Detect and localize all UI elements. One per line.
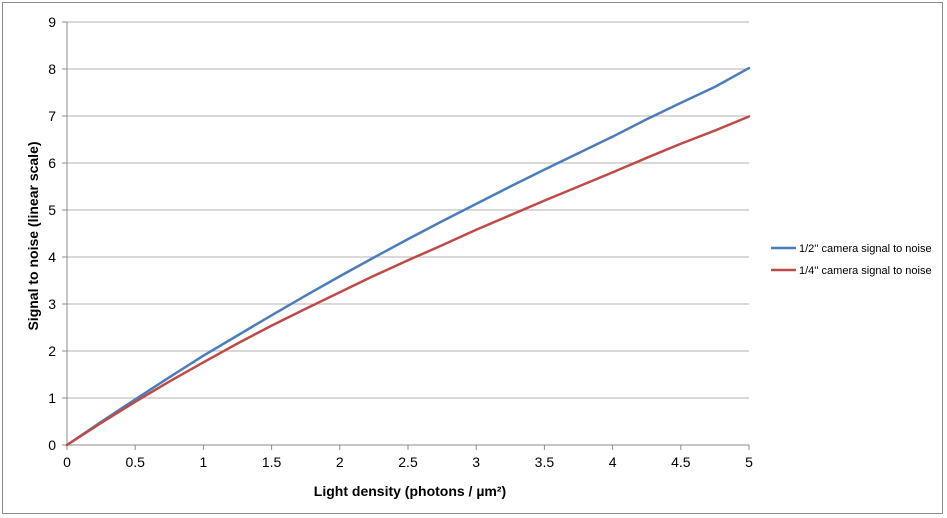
series-lines: [65, 66, 751, 447]
y-tick-label: 8: [48, 61, 56, 77]
gridlines: [67, 21, 749, 399]
x-axis-title: Light density (photons / µm²): [314, 483, 506, 499]
x-tick-label: 1: [200, 454, 208, 470]
y-tick-label: 1: [48, 390, 56, 406]
x-tick-label: 2: [336, 454, 344, 470]
y-tick-label: 2: [48, 343, 56, 359]
legend: 1/2'' camera signal to noise 1/4'' camer…: [771, 243, 932, 277]
x-tick-label: 3.5: [535, 454, 555, 470]
y-tick-label: 5: [48, 202, 56, 218]
series-line-2: [65, 115, 751, 447]
x-tick-label: 4: [609, 454, 617, 470]
y-tick-label: 3: [48, 296, 56, 312]
x-tick-label: 0.5: [125, 454, 145, 470]
y-tick-label: 0: [48, 437, 56, 453]
x-tick-label: 2.5: [398, 454, 418, 470]
legend-label-series-2: 1/4'' camera signal to noise: [799, 265, 932, 277]
y-tick-label: 6: [48, 155, 56, 171]
line-chart: 0 1 2 3 4 5 6 7 8 9 0 0.5 1 1.5 2 2.5 3 3.5 4 4.5 5 Signal t…: [25, 14, 932, 499]
x-tick-label: 0: [63, 454, 71, 470]
y-tick-label: 7: [48, 108, 56, 124]
y-tick-label: 9: [48, 14, 56, 30]
axes: 0 1 2 3 4 5 6 7 8 9 0 0.5 1 1.5 2 2.5 3 3.5 4 4.5 5: [48, 14, 753, 470]
series-line-1: [65, 66, 751, 447]
x-tick-label: 3: [472, 454, 480, 470]
x-tick-label: 5: [745, 454, 753, 470]
x-tick-label: 1.5: [262, 454, 282, 470]
y-axis-title: Signal to noise (linear scale): [25, 141, 41, 330]
x-tick-label: 4.5: [671, 454, 691, 470]
legend-label-series-1: 1/2'' camera signal to noise: [799, 243, 932, 255]
y-tick-label: 4: [48, 249, 56, 265]
